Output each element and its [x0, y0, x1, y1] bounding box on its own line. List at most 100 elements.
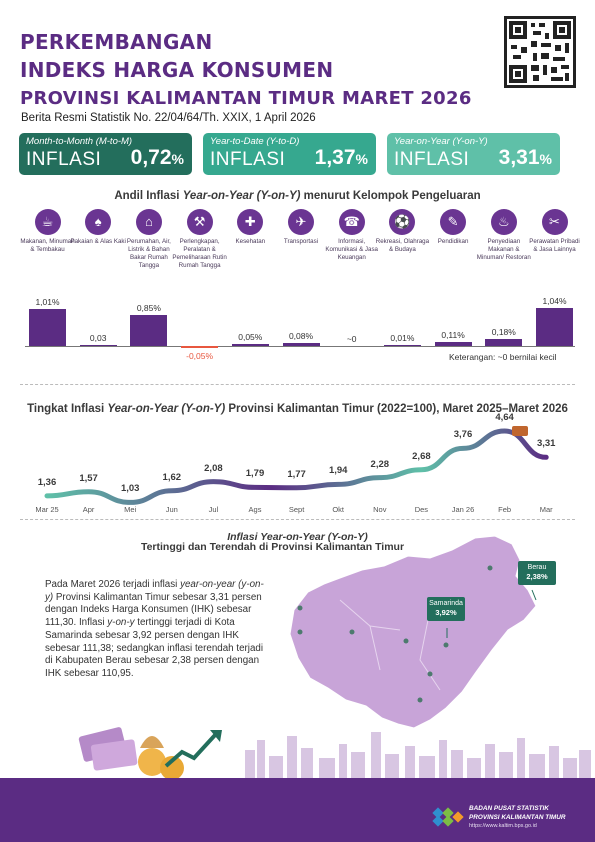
map-title-line-2: Tertinggi dan Terendah di Provinsi Kalim…	[140, 541, 405, 553]
andil-bar	[485, 339, 523, 346]
map-paragraph: Pada Maret 2026 terjadi inflasi year-on-…	[45, 579, 264, 680]
district-marker	[403, 638, 409, 644]
andil-bar-label: 0,18%	[491, 327, 516, 338]
line-point-label: 1,36	[37, 476, 57, 488]
card-label: Year-on-Year (Y-on-Y)	[394, 136, 488, 147]
andil-bar	[181, 346, 219, 348]
card-word: INFLASI	[394, 149, 470, 170]
card-value: 0,72%	[130, 146, 184, 169]
line-x-tick: Feb	[498, 505, 512, 514]
line-point-label: 2,28	[370, 458, 390, 470]
line-x-tick: Jan 26	[451, 505, 475, 514]
andil-bar-label: 0,05%	[238, 332, 263, 343]
andil-note: Keterangan: ~0 bernilai kecil	[449, 352, 557, 362]
andil-bar	[79, 344, 117, 346]
andil-bar	[536, 308, 573, 346]
line-point-label: 1,57	[79, 472, 98, 484]
category-label: Penyediaan Makanan & Minuman/ Restoran	[476, 238, 531, 262]
ytd-inflation-card: Year-to-Date (Y-to-D) INFLASI 1,37%	[203, 133, 376, 175]
yoy-inflation-card: Year-on-Year (Y-on-Y) INFLASI 3,31%	[387, 133, 560, 175]
category-label: Perumahan, Air, Listrik & Bahan Bakar Ru…	[126, 238, 171, 270]
line-point-label: 2,68	[412, 450, 431, 462]
card-label: Year-to-Date (Y-to-D)	[210, 136, 300, 147]
bps-url[interactable]: https://www.kaltim.bps.go.id	[469, 823, 537, 829]
truck-icon	[512, 426, 528, 436]
category-label: Informasi, Komunikasi & Jasa Keuangan	[325, 238, 378, 262]
card-label: Month-to-Month (M-to-M)	[26, 136, 133, 147]
phone-icon: ☎	[338, 209, 365, 235]
category-label: Perawatan Pribadi & Jasa Lainnya	[529, 238, 580, 254]
separator	[20, 519, 575, 520]
yoy-line-chart	[44, 428, 549, 505]
bps-logo-icon	[432, 807, 464, 827]
city-skyline-icon	[245, 732, 591, 778]
release-subtitle: Berita Resmi Statistik No. 22/04/64/Th. …	[21, 112, 316, 124]
andil-bar-label: 1,01%	[35, 297, 60, 308]
category-label: Pakaian & Alas Kaki	[70, 238, 126, 245]
line-x-tick: Jun	[165, 505, 178, 514]
map-title-line-1: Inflasi Year-on-Year (Y-on-Y)	[227, 531, 368, 543]
andil-bar-label: 0,85%	[136, 302, 161, 313]
line-point-label: 2,08	[204, 462, 223, 474]
line-point-label: 1,94	[328, 465, 348, 477]
qr-code-icon[interactable]	[504, 16, 576, 88]
line-point-label: 1,03	[120, 483, 140, 495]
category-label: Pendidikan	[437, 238, 469, 245]
separator	[20, 384, 575, 385]
east-kalimantan-map	[289, 535, 537, 729]
line-point-label: 1,62	[162, 471, 182, 483]
category-label: Kesehatan	[235, 238, 266, 245]
district-marker	[427, 671, 433, 677]
sport-icon: ⚽	[389, 209, 416, 235]
money-illustration-icon	[78, 727, 222, 780]
line-point-label: 3,76	[453, 429, 473, 441]
andil-bar-label: 0,03	[89, 332, 107, 343]
berau-callout: Berau 2,38%	[518, 561, 556, 585]
line-x-tick: Mei	[124, 505, 137, 514]
line-point-label: 1,77	[287, 468, 306, 480]
andil-bar-label: 0,11%	[441, 329, 465, 340]
district-marker	[297, 605, 303, 611]
title-line-2: INDEKS HARGA KONSUMEN	[20, 58, 334, 82]
line-x-tick: Nov	[373, 505, 387, 514]
category-label: Perlengkapan, Peralatan & Pemeliharaan R…	[172, 238, 227, 270]
province-shape	[289, 535, 537, 729]
district-marker	[297, 629, 303, 635]
line-x-tick: Okt	[332, 505, 345, 514]
andil-bar-label: 0,01%	[390, 332, 415, 343]
restaurant-icon: ♨	[490, 209, 517, 235]
category-label: Rekreasi, Olahraga & Budaya	[375, 238, 430, 254]
andil-bar	[130, 314, 168, 346]
district-marker	[417, 697, 423, 703]
line-point-label: 3,31	[536, 438, 556, 450]
health-icon: ✚	[237, 209, 264, 235]
house-icon: ⌂	[135, 209, 162, 235]
bps-org-name: BADAN PUSAT STATISTIK PROVINSI KALIMANTAN…	[469, 805, 566, 821]
andil-bar-label: 0,08%	[288, 331, 314, 342]
yoy-series-line	[44, 428, 549, 505]
food-icon: ☕	[34, 209, 61, 235]
andil-bar	[434, 341, 472, 346]
andil-bar	[29, 309, 66, 346]
trend-section-title: Tingkat Inflasi Year-on-Year (Y-on-Y) Pr…	[27, 403, 568, 415]
personal-care-icon: ✂	[541, 209, 568, 235]
line-point-label: 4,64	[495, 412, 514, 423]
education-icon: ✎	[440, 209, 467, 235]
title-line-3: PROVINSI KALIMANTAN TIMUR MARET 2026	[20, 88, 472, 109]
andil-bar-label: 1,04%	[542, 296, 567, 306]
sofa-icon: ⚒	[186, 209, 213, 235]
andil-bar-label: ~0	[346, 334, 357, 344]
card-value: 3,31%	[498, 146, 552, 169]
andil-section-title: Andil Inflasi Year-on-Year (Y-on-Y) menu…	[114, 190, 481, 202]
card-value: 1,37%	[314, 146, 368, 169]
andil-bar	[383, 344, 421, 346]
andil-bar	[282, 343, 320, 346]
district-marker	[443, 642, 449, 648]
line-x-tick: Apr	[82, 505, 95, 514]
line-x-tick: Jul	[208, 505, 219, 514]
line-x-tick: Mar 25	[35, 505, 59, 514]
district-marker	[349, 629, 355, 635]
andil-bar-label: -0,05%	[186, 350, 214, 361]
line-point-label: 1,79	[245, 468, 265, 480]
category-label: Makanan, Minuman & Tembakau	[20, 238, 75, 254]
